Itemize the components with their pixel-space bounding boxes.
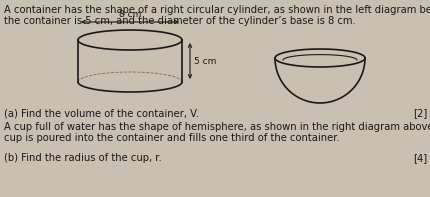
Text: [4]: [4] — [412, 153, 426, 163]
Text: 8 cm: 8 cm — [119, 10, 141, 19]
Text: (a) Find the volume of the container, V.: (a) Find the volume of the container, V. — [4, 108, 199, 118]
Text: cup is poured into the container and fills one third of the container.: cup is poured into the container and fil… — [4, 133, 339, 143]
Text: A container has the shape of a right circular cylinder, as shown in the left dia: A container has the shape of a right cir… — [4, 5, 430, 15]
Text: [2]: [2] — [412, 108, 426, 118]
Text: (b) Find the radius of the cup, r.: (b) Find the radius of the cup, r. — [4, 153, 161, 163]
Text: the container is 5 cm, and the diameter of the cylinder’s base is 8 cm.: the container is 5 cm, and the diameter … — [4, 16, 355, 26]
Text: 5 cm: 5 cm — [194, 57, 216, 65]
Text: A cup full of water has the shape of hemisphere, as shown in the right diagram a: A cup full of water has the shape of hem… — [4, 122, 430, 132]
